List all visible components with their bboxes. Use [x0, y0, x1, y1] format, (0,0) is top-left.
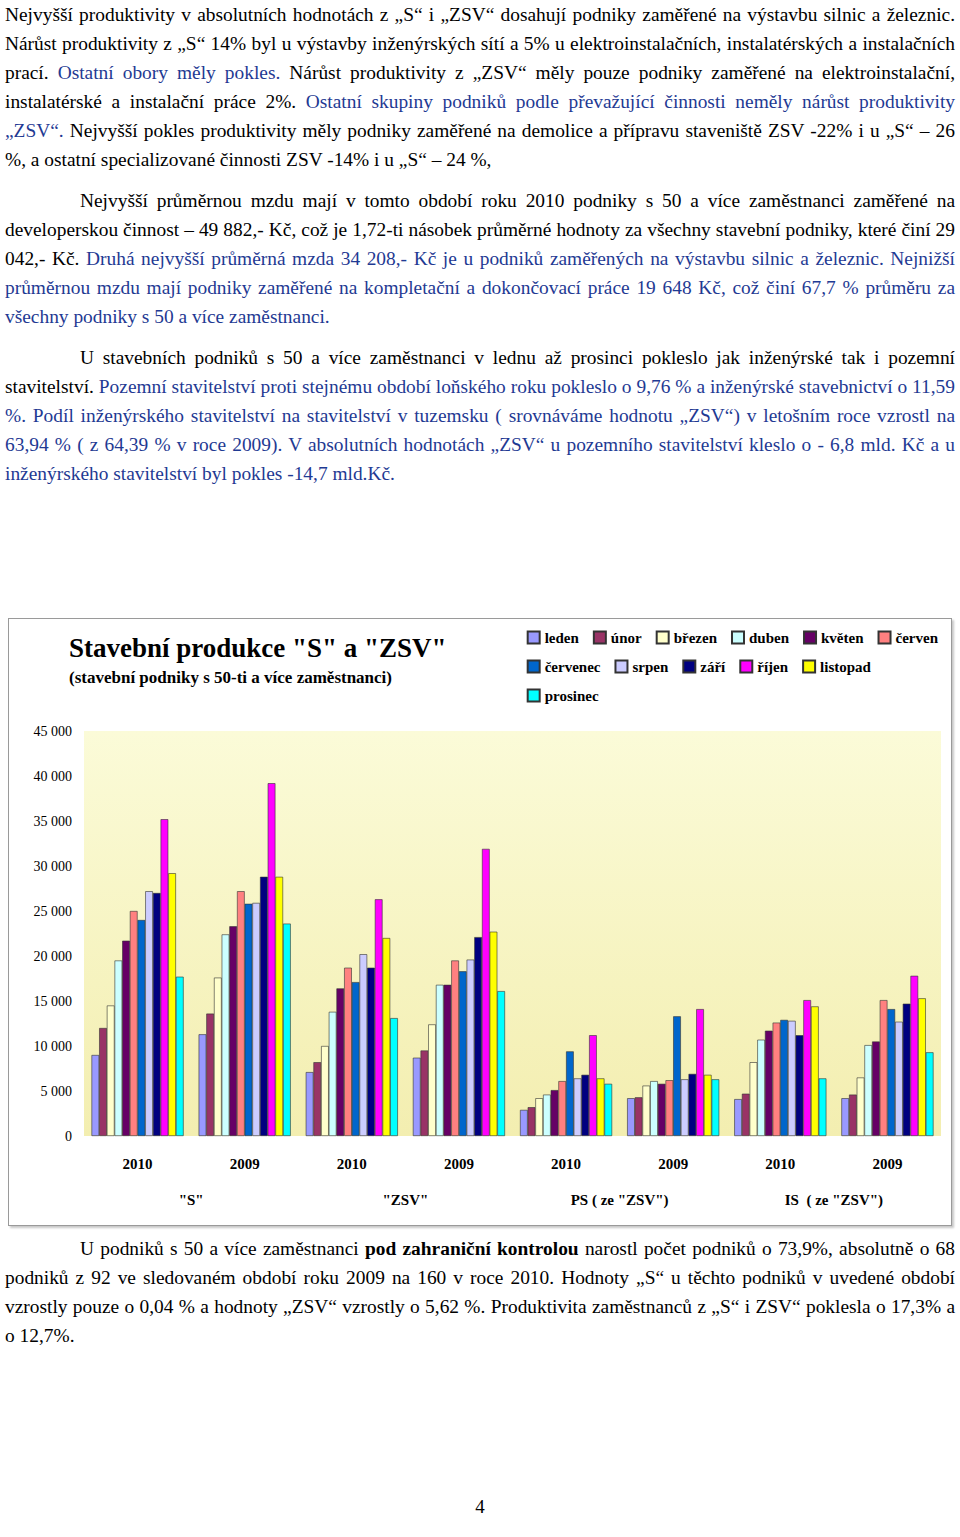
html-text:Nejvyšší produktivity v absolu: Nejvyšší produktivity v absolutních hodn… [5, 4, 955, 170]
svg-text:2009: 2009 [230, 1156, 260, 1172]
svg-text:duben: duben [749, 630, 790, 646]
svg-text:Stavební produkce "S" a "ZSV": Stavební produkce "S" a "ZSV" [69, 633, 447, 663]
svg-text:říjen: říjen [757, 659, 788, 675]
svg-text:2009: 2009 [872, 1156, 902, 1172]
svg-text:červenec: červenec [545, 659, 601, 675]
svg-text:5 000: 5 000 [41, 1084, 73, 1099]
svg-text:srpen: srpen [632, 659, 668, 675]
svg-text:2009: 2009 [444, 1156, 474, 1172]
svg-text:20 000: 20 000 [34, 949, 73, 964]
svg-text:květen: květen [821, 630, 864, 646]
svg-text:2009: 2009 [658, 1156, 688, 1172]
svg-text:leden: leden [545, 630, 580, 646]
svg-text:"S": "S" [179, 1192, 204, 1208]
html-text:U stavebních podniků s 50 a ví: U stavebních podniků s 50 a více zaměstn… [5, 347, 955, 484]
svg-text:"ZSV": "ZSV" [382, 1192, 428, 1208]
svg-text:2010: 2010 [123, 1156, 153, 1172]
svg-text:(stavební podniky s 50-ti a ví: (stavební podniky s 50-ti a více zaměstn… [69, 668, 392, 687]
svg-text:IS ( ze "ZSV"): IS ( ze "ZSV") [785, 1192, 883, 1209]
html-text:U podniků s 50 a více zaměstna: U podniků s 50 a více zaměstnanci pod za… [5, 1238, 955, 1346]
svg-text:prosinec: prosinec [545, 688, 599, 704]
svg-text:40 000: 40 000 [34, 769, 73, 784]
svg-text:15 000: 15 000 [34, 994, 73, 1009]
svg-text:2010: 2010 [551, 1156, 581, 1172]
svg-text:PS ( ze "ZSV"): PS ( ze "ZSV") [571, 1192, 669, 1209]
svg-text:březen: březen [674, 630, 718, 646]
svg-text:35 000: 35 000 [34, 814, 73, 829]
html-text:4: 4 [475, 1496, 485, 1517]
svg-text:únor: únor [611, 630, 642, 646]
svg-text:10 000: 10 000 [34, 1039, 73, 1054]
svg-text:2010: 2010 [337, 1156, 367, 1172]
svg-text:0: 0 [65, 1129, 72, 1144]
svg-text:30 000: 30 000 [34, 859, 73, 874]
html-text:Nejvyšší průměrnou mzdu mají v: Nejvyšší průměrnou mzdu mají v tomto obd… [5, 190, 955, 327]
svg-text:listopad: listopad [820, 659, 872, 675]
svg-text:červen: červen [896, 630, 939, 646]
svg-text:25 000: 25 000 [34, 904, 73, 919]
svg-text:září: září [700, 659, 726, 675]
svg-text:45 000: 45 000 [34, 724, 73, 739]
svg-text:2010: 2010 [765, 1156, 795, 1172]
